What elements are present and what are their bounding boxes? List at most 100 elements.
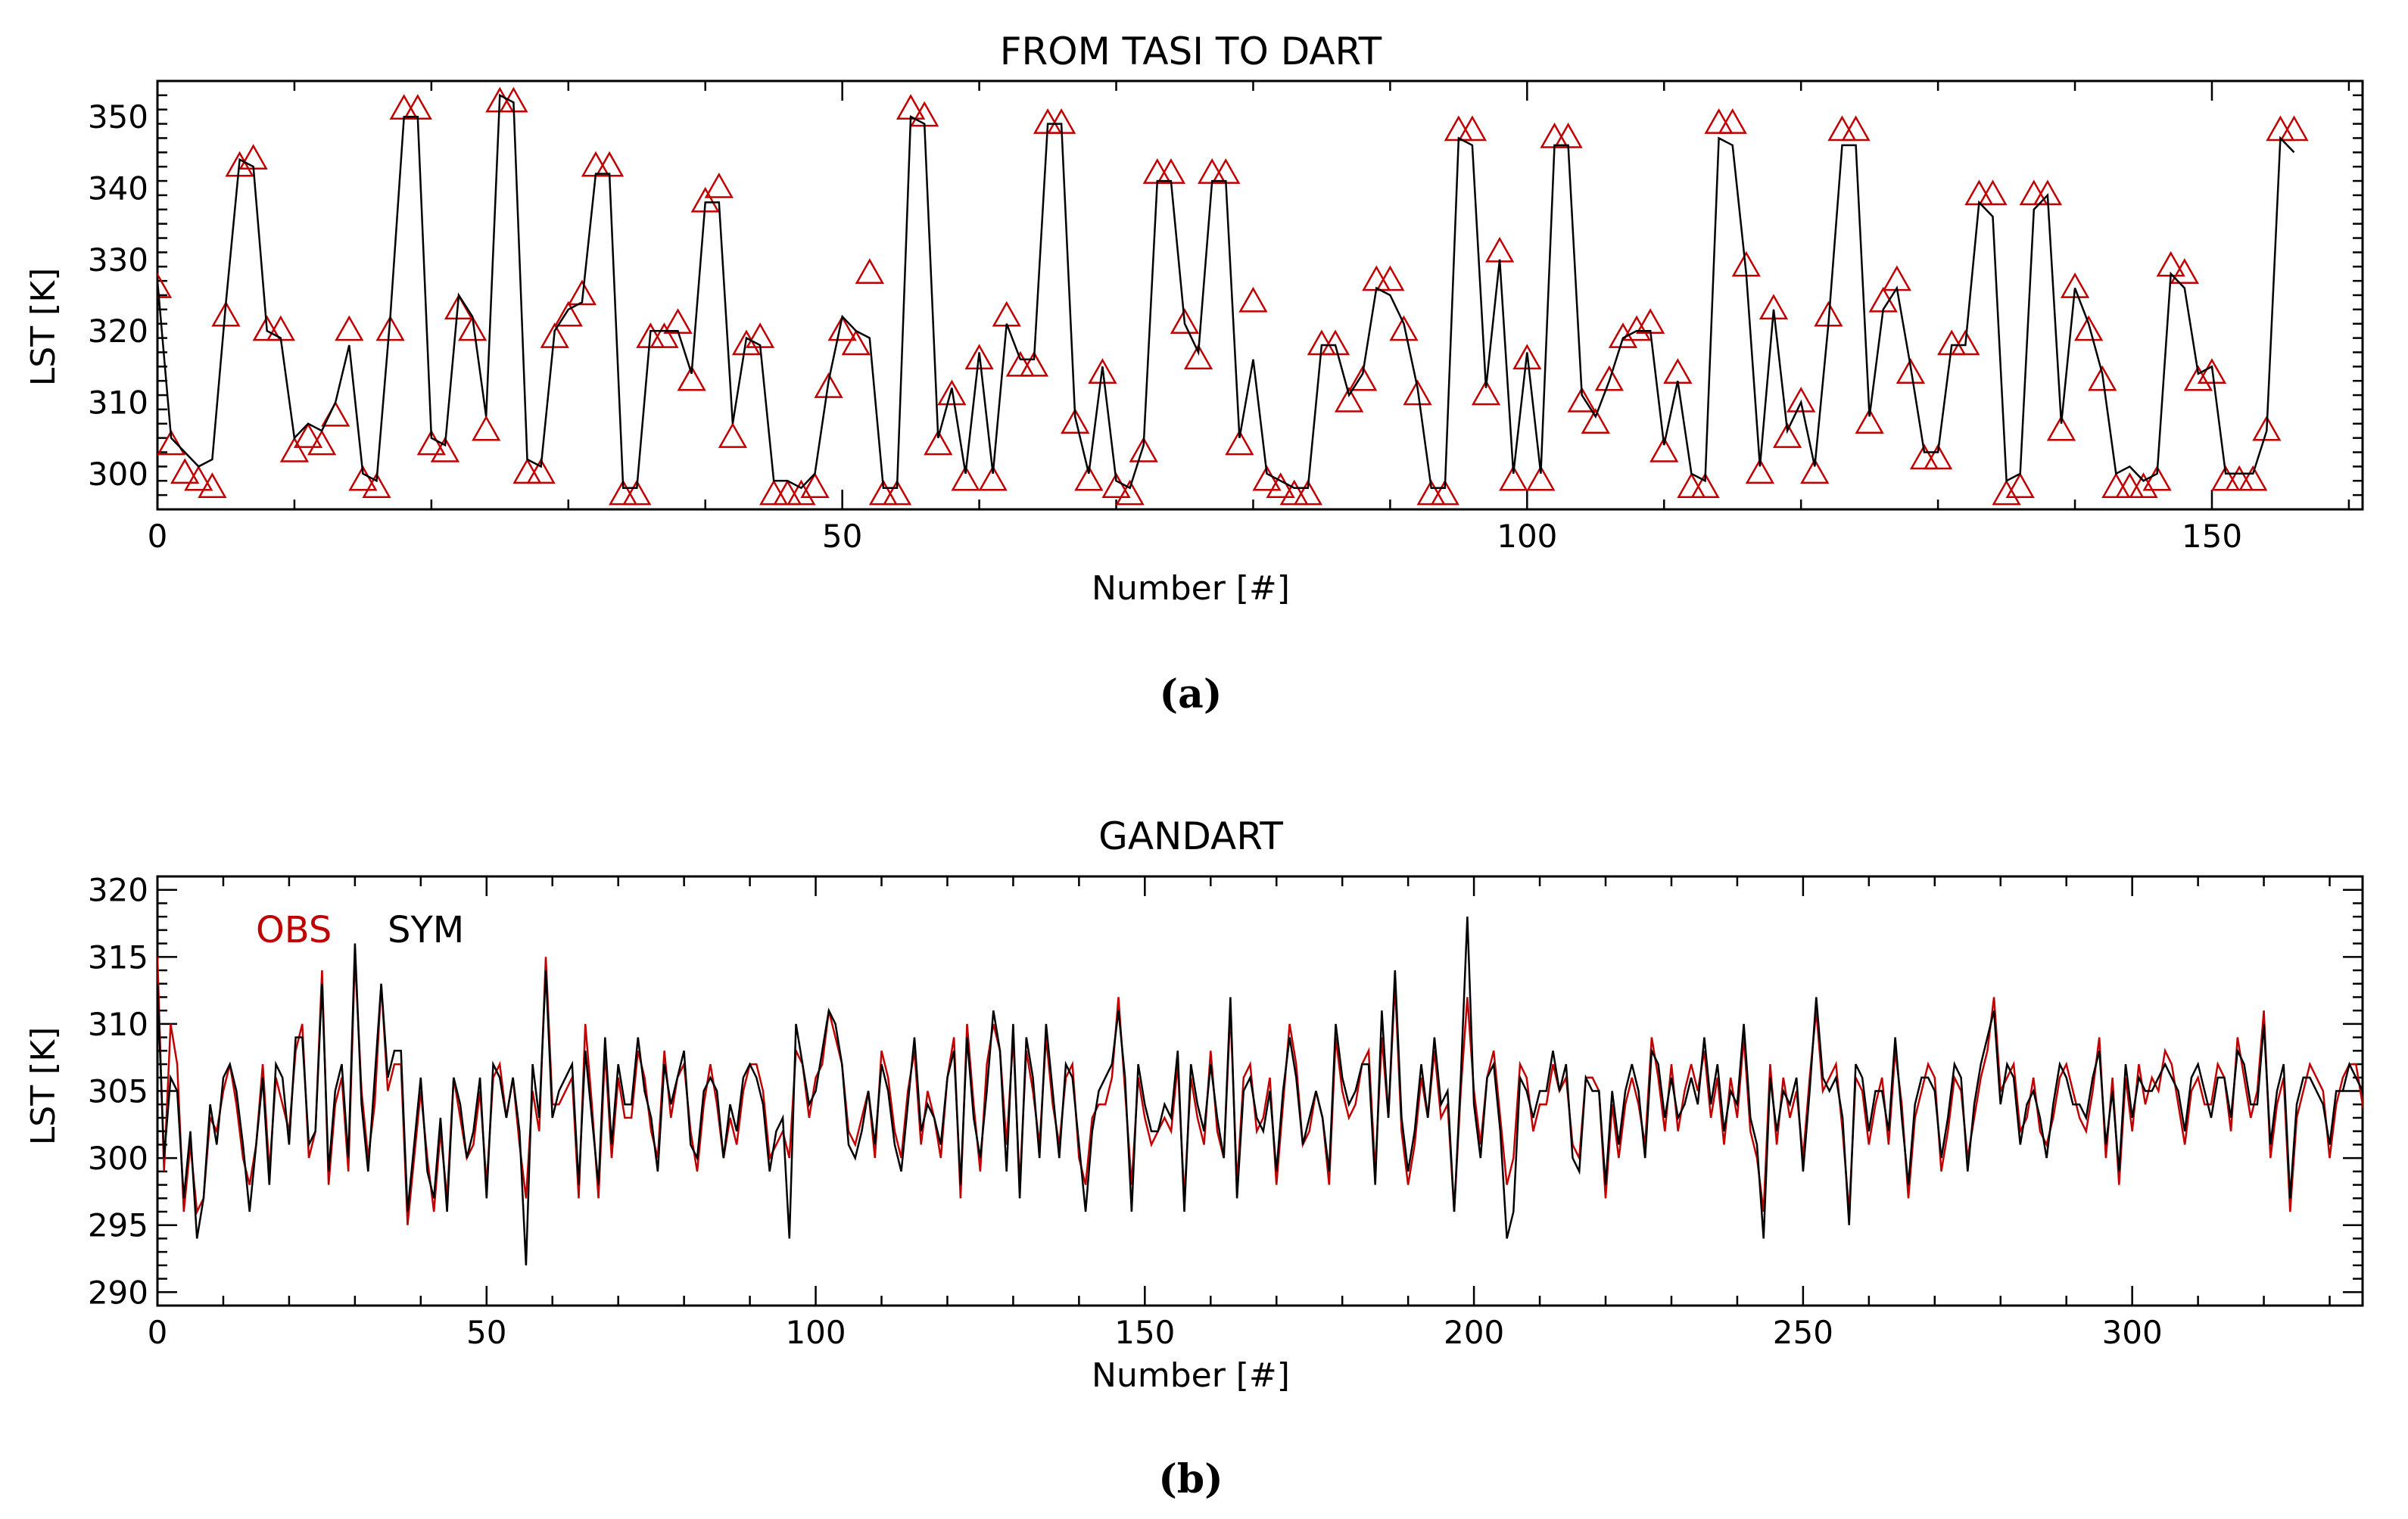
obs-triangle-marker <box>457 315 488 341</box>
obs-triangle-marker <box>1252 465 1282 491</box>
obs-triangle-marker <box>2170 258 2199 284</box>
obs-triangle-marker <box>238 144 268 170</box>
obs-triangle-marker <box>1526 465 1556 491</box>
series-group <box>157 86 2309 506</box>
panel-a-chart: FROM TASI TO DART 300 310 320 330 340 350 0 50 1… <box>24 30 2364 717</box>
obs-triangle-marker <box>800 472 830 498</box>
x-tick-label: 150 <box>2182 518 2242 555</box>
obs-triangle-marker <box>1484 236 1515 263</box>
obs-triangle-marker <box>430 436 460 462</box>
obs-triangle-marker <box>1266 472 1295 498</box>
y-tick-label: 310 <box>88 1006 148 1043</box>
obs-triangle-marker <box>416 429 447 456</box>
obs-triangle-marker <box>1855 408 1884 434</box>
obs-triangle-marker <box>1211 158 1241 184</box>
obs-triangle-marker <box>1923 444 1953 470</box>
panel-b-plot-area: 290 295 300 305 310 315 320 0 50 100 150 200 250 300 <box>88 872 2364 1351</box>
obs-triangle-marker <box>1375 265 1405 291</box>
panel-b-label: (b) <box>1158 1456 1223 1502</box>
plot-frame <box>156 79 2364 511</box>
obs-triangle-marker <box>1019 350 1049 377</box>
obs-triangle-marker <box>362 472 391 498</box>
obs-triangle-marker <box>553 300 583 327</box>
obs-triangle-marker <box>184 465 213 491</box>
obs-triangle-marker <box>841 329 871 356</box>
obs-triangle-marker <box>1567 386 1597 412</box>
y-tick-label: 300 <box>88 1140 148 1177</box>
x-tick-label: 150 <box>1114 1314 1175 1351</box>
obs-triangle-marker <box>2156 251 2185 277</box>
obs-triangle-marker <box>1704 108 1734 134</box>
obs-triangle-marker <box>403 94 432 120</box>
obs-triangle-marker <box>704 172 734 198</box>
obs-triangle-marker <box>1621 315 1652 341</box>
obs-triangle-marker <box>924 429 953 456</box>
y-tick-label: 295 <box>88 1207 148 1244</box>
obs-triangle-marker <box>375 315 405 341</box>
obs-triangle-marker <box>1690 472 1720 498</box>
panel-a-title: FROM TASI TO DART <box>1000 30 1382 73</box>
obs-triangle-marker <box>731 329 762 356</box>
obs-triangle-marker <box>814 372 843 398</box>
obs-triangle-marker <box>2046 415 2076 441</box>
obs-triangle-marker <box>1540 122 1569 148</box>
obs-triangle-marker <box>1636 308 1665 334</box>
obs-triangle-marker <box>2238 465 2268 491</box>
obs-triangle-marker <box>1430 479 1459 506</box>
y-tick-label: 290 <box>88 1274 148 1311</box>
obs-triangle-marker <box>1061 408 1090 434</box>
obs-triangle-marker <box>951 465 980 491</box>
x-tick-label: 0 <box>148 518 168 555</box>
obs-triangle-marker <box>1649 436 1679 462</box>
obs-triangle-marker <box>1745 458 1775 484</box>
obs-triangle-marker <box>910 101 939 127</box>
legend-obs: OBS <box>256 909 332 951</box>
obs-triangle-marker <box>348 465 378 491</box>
obs-triangle-marker <box>1964 179 1994 206</box>
obs-triangle-marker <box>1581 408 1610 434</box>
obs-triangle-marker <box>594 151 625 177</box>
obs-triangle-marker <box>1512 344 1542 370</box>
obs-triangle-marker <box>1156 158 1186 184</box>
obs-triangle-marker <box>567 279 597 306</box>
x-tick-label: 100 <box>785 1314 846 1351</box>
obs-triangle-marker <box>526 458 556 484</box>
panel-b-x-axis-label: Number [#] <box>1092 1356 1290 1395</box>
x-tick-label: 300 <box>2102 1314 2163 1351</box>
obs-triangle-marker <box>1951 329 1980 356</box>
obs-triangle-marker <box>978 465 1008 491</box>
obs-triangle-marker <box>718 422 748 448</box>
obs-triangle-marker <box>2279 115 2309 142</box>
obs-triangle-marker <box>1170 308 1200 334</box>
obs-triangle-marker <box>1389 315 1419 341</box>
panel-a-label: (a) <box>1160 671 1223 717</box>
obs-triangle-marker <box>1115 479 1145 506</box>
obs-triangle-marker <box>2005 472 2035 498</box>
obs-triangle-marker <box>1787 386 1816 412</box>
x-tick-label: 100 <box>1497 518 1557 555</box>
obs-triangle-marker <box>1279 479 1309 506</box>
obs-triangle-marker <box>1198 158 1227 184</box>
obs-triangle-marker <box>2129 472 2158 498</box>
obs-triangle-marker <box>335 315 364 341</box>
panel-a-y-axis-label: LST [K] <box>24 268 63 387</box>
obs-triangle-marker <box>2115 472 2145 498</box>
x-tick-label: 50 <box>466 1314 506 1351</box>
y-tick-label: 320 <box>88 872 148 909</box>
obs-triangle-marker <box>1841 115 1871 142</box>
obs-triangle-marker <box>1663 358 1693 384</box>
obs-triangle-marker <box>937 379 967 406</box>
obs-triangle-marker <box>1074 465 1104 491</box>
obs-triangle-marker <box>1978 179 2008 206</box>
x-tick-label: 200 <box>1444 1314 1504 1351</box>
y-tick-label: 350 <box>88 98 148 135</box>
obs-triangle-marker <box>1362 265 1391 291</box>
obs-triangle-marker <box>827 315 857 341</box>
obs-triangle-marker <box>1444 115 1473 142</box>
obs-triangle-marker <box>622 479 652 506</box>
obs-triangle-marker <box>2266 115 2295 142</box>
obs-triangle-marker <box>472 415 501 441</box>
obs-triangle-marker <box>1553 122 1583 148</box>
obs-triangle-marker <box>2073 315 2104 341</box>
